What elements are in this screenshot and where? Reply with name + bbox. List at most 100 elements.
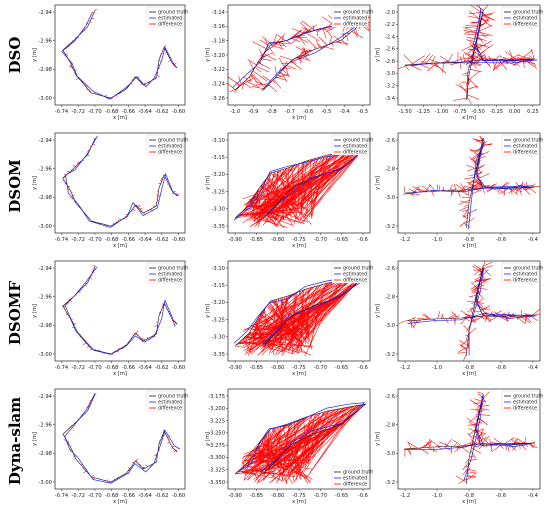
x-tick-label: -0.70 (88, 237, 101, 243)
x-tick-label: -0.74 (55, 237, 69, 243)
x-tick-label: -0.4 (528, 493, 539, 499)
legend-entry: ground truth (343, 10, 373, 16)
x-axis-label: x [m] (113, 499, 127, 505)
x-tick-label: -0.85 (250, 237, 263, 243)
x-tick-label: -0.70 (88, 109, 101, 115)
legend-entry: ground truth (158, 394, 188, 400)
x-tick-label: -0.90 (228, 237, 241, 243)
x-tick-label: -0.72 (71, 365, 84, 371)
legend-entry: difference (343, 482, 367, 488)
x-tick-label: -0.65 (335, 237, 348, 243)
y-tick-label: -3.25 (212, 189, 225, 195)
y-tick-label: -2.98 (39, 451, 52, 457)
y-tick-label: -3.10 (212, 266, 225, 272)
y-tick-label: -2.4 (385, 34, 396, 40)
legend-entry: ground truth (158, 266, 188, 272)
y-tick-label: -3.225 (208, 418, 225, 424)
legend-entry: ground truth (513, 394, 543, 400)
legend-entry: estimated (513, 272, 537, 278)
y-tick-label: -2.6 (385, 138, 395, 144)
x-tick-label: -0.74 (55, 109, 69, 115)
legend-entry: estimated (343, 476, 367, 482)
legend-entry: estimated (158, 272, 182, 278)
y-tick-label: -2.8 (385, 422, 395, 428)
legend-entry: estimated (158, 16, 182, 22)
y-axis-label: y [m] (32, 48, 38, 62)
x-axis-label: x [m] (292, 499, 306, 505)
y-tick-label: -3.4 (385, 96, 396, 102)
y-axis-label: y [m] (375, 176, 381, 190)
y-tick-label: -2.98 (39, 195, 52, 201)
x-tick-label: -0.70 (314, 237, 327, 243)
y-axis-label: y [m] (375, 48, 381, 62)
x-tick-label: -0.60 (172, 493, 185, 499)
x-tick-label: -1.0 (432, 493, 442, 499)
x-tick-label: -0.25 (490, 109, 503, 115)
y-tick-label: -3.20 (212, 300, 225, 306)
legend-entry: estimated (343, 272, 367, 278)
x-tick-label: -0.80 (271, 237, 284, 243)
x-tick-label: -0.64 (138, 109, 152, 115)
y-tick-label: -3.2 (385, 352, 395, 358)
x-tick-label: -0.90 (228, 365, 241, 371)
chart-panel: -0.74-0.72-0.70-0.68-0.66-0.64-0.62-0.60… (32, 133, 188, 249)
row-label: DSOMF (6, 281, 24, 346)
row-label: DSO (6, 37, 24, 74)
y-tick-label: -3.35 (212, 224, 225, 230)
y-tick-label: -2.6 (385, 394, 395, 400)
x-axis-label: x [m] (113, 371, 127, 377)
y-tick-label: -2.94 (39, 394, 53, 400)
y-tick-label: -3.0 (385, 195, 395, 201)
legend-entry: ground truth (158, 10, 188, 16)
legend-entry: difference (513, 22, 537, 28)
y-tick-label: -3.00 (39, 352, 52, 358)
x-tick-label: -0.62 (155, 109, 168, 115)
x-tick-label: -0.6 (496, 237, 506, 243)
chart-panel: -1.2-1.0-0.8-0.6-0.4-2.6-2.8-3.0-3.2x [m… (375, 133, 543, 249)
y-tick-label: -3.15 (212, 155, 225, 161)
legend-entry: estimated (158, 400, 182, 406)
y-tick-label: -2.0 (385, 10, 395, 16)
y-tick-label: -3.00 (39, 480, 52, 486)
y-tick-label: -3.14 (212, 10, 226, 16)
x-tick-label: -1.25 (417, 109, 430, 115)
y-tick-label: -3.30 (212, 335, 225, 341)
y-axis-label: y [m] (205, 48, 211, 62)
legend-entry: difference (158, 278, 182, 284)
x-tick-label: -0.74 (55, 365, 69, 371)
y-axis-label: y [m] (375, 432, 381, 446)
x-tick-label: -0.85 (250, 493, 263, 499)
x-tick-label: -0.6 (358, 493, 368, 499)
x-axis-label: x [m] (113, 243, 127, 249)
x-tick-label: -0.6 (496, 493, 506, 499)
y-tick-label: -3.2 (385, 84, 395, 90)
x-axis-label: x [m] (292, 243, 306, 249)
legend-entry: difference (343, 22, 367, 28)
x-tick-label: -0.70 (88, 493, 101, 499)
legend-entry: difference (343, 278, 367, 284)
y-tick-label: -2.6 (385, 266, 395, 272)
y-tick-label: -3.2 (385, 224, 395, 230)
x-tick-label: -0.5 (321, 109, 331, 115)
x-tick-label: -1.2 (400, 365, 410, 371)
x-tick-label: -0.60 (172, 109, 185, 115)
x-tick-label: -0.3 (358, 109, 368, 115)
x-axis-label: x [m] (462, 115, 476, 121)
legend-entry: difference (158, 22, 182, 28)
y-tick-label: -3.350 (208, 480, 225, 486)
x-tick-label: -0.64 (138, 493, 152, 499)
y-tick-label: -3.20 (212, 172, 225, 178)
x-axis-label: x [m] (292, 115, 306, 121)
x-tick-label: -0.6 (496, 365, 506, 371)
x-tick-label: -1.00 (435, 109, 448, 115)
x-tick-label: -0.62 (155, 365, 168, 371)
x-axis-label: x [m] (113, 115, 127, 121)
y-tick-label: -3.25 (212, 317, 225, 323)
x-tick-label: -0.4 (528, 365, 539, 371)
y-tick-label: -3.300 (208, 455, 225, 461)
row-label: DSOM (6, 159, 24, 213)
legend-entry: estimated (513, 16, 537, 22)
x-tick-label: -0.62 (155, 237, 168, 243)
